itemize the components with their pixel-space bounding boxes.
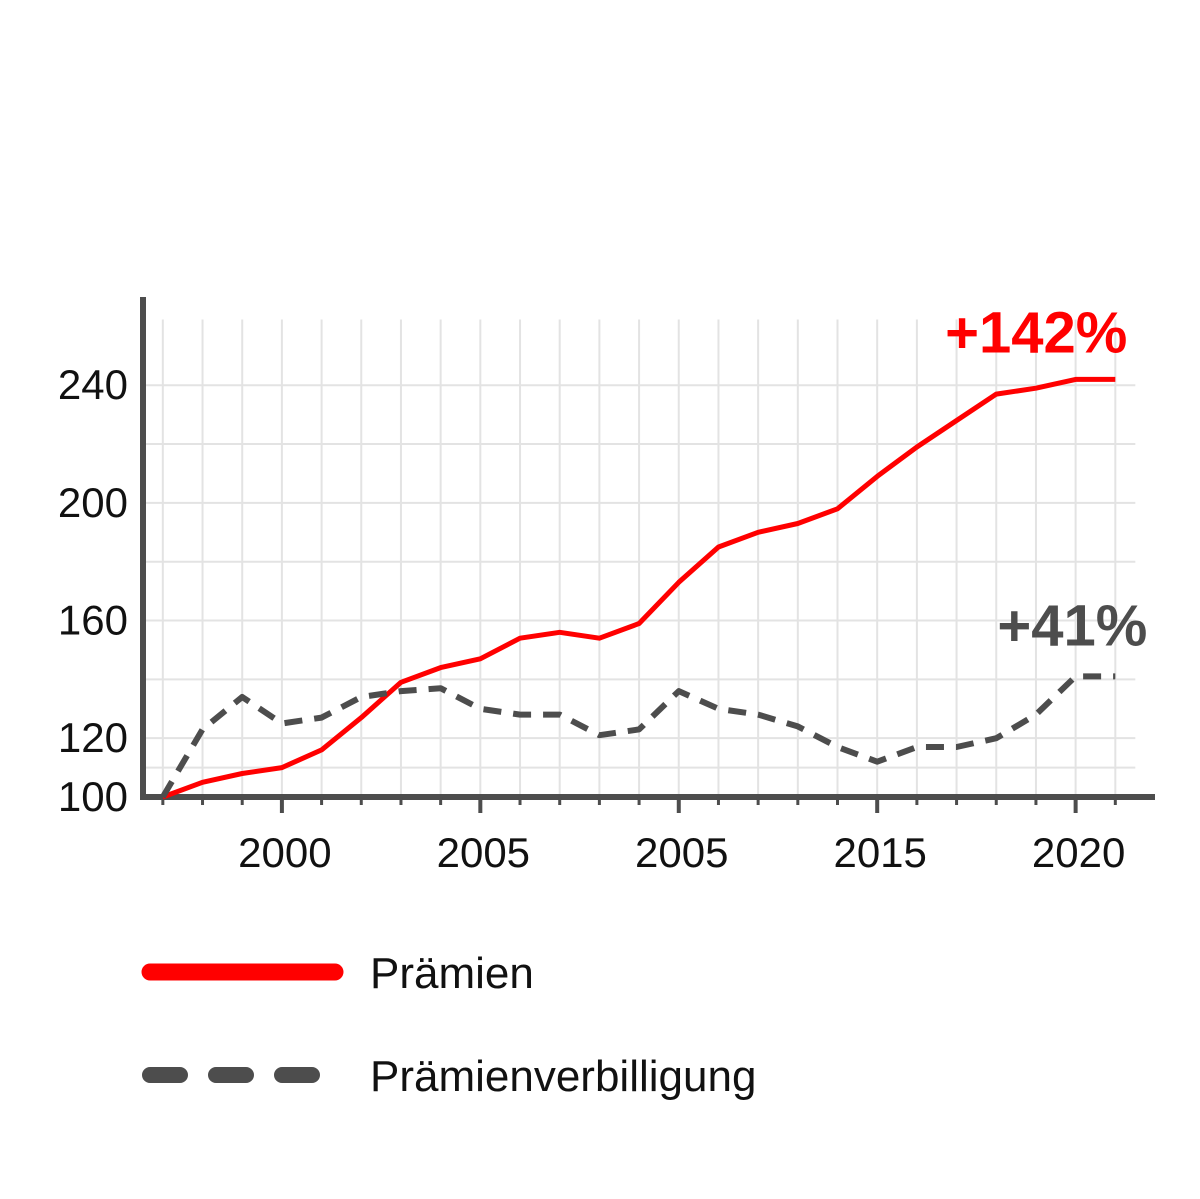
series-end-label: +142% [945,300,1127,365]
series-line-praemien [161,376,1116,800]
x-tick-label: 2020 [1032,829,1125,876]
chart-axes [140,297,1155,813]
x-tick-label: 2000 [238,829,331,876]
chart-tick-labels: 2000 2005 2005 2015 2020 100 120 160 200 240 [58,361,1125,876]
y-tick-label: 160 [58,597,128,644]
x-tick-label: 2015 [833,829,926,876]
x-tick-label: 2005 [437,829,530,876]
chart-series [160,376,1116,800]
y-tick-label: 100 [58,773,128,820]
chart-end-labels: +142% +41% [945,300,1147,658]
series-line-praemienverbilligung [160,673,1116,799]
y-tick-label: 240 [58,361,128,408]
y-tick-label: 120 [58,714,128,761]
chart-legend: Prämien Prämienverbilligung [141,949,756,1101]
y-tick-label: 200 [58,479,128,526]
chart-grid [143,319,1136,797]
legend-label: Prämien [370,949,534,998]
x-tick-label: 2005 [635,829,728,876]
series-end-label: +41% [997,593,1147,658]
legend-label: Prämienverbilligung [370,1052,756,1101]
